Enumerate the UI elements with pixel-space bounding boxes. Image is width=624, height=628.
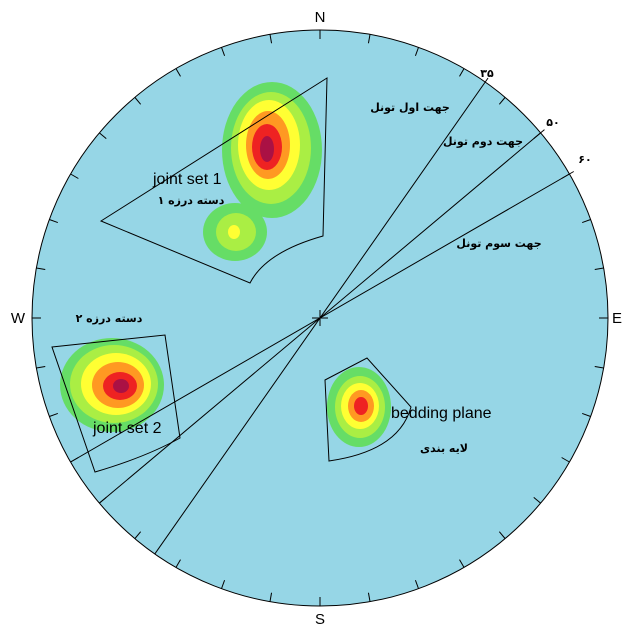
tick-170 xyxy=(367,592,371,602)
tick-140 xyxy=(498,531,506,539)
tick-200 xyxy=(221,580,226,589)
tick-70 xyxy=(582,219,591,224)
tick-300 xyxy=(70,173,79,179)
tick-160 xyxy=(414,580,419,589)
joint-set-1-label-fa: دسته درزه ۱ xyxy=(158,194,225,207)
tick-10 xyxy=(367,34,371,44)
tick-290 xyxy=(49,219,58,224)
tunnel-direction-line-35 xyxy=(154,77,489,555)
tick-330 xyxy=(175,68,181,77)
azimuth-label-35: ۳۵ xyxy=(480,67,494,80)
bedding-contours xyxy=(327,367,391,447)
tunnel-direction-line-60 xyxy=(70,171,574,463)
tick-130 xyxy=(533,496,541,504)
azimuth-label-60: ۶۰ xyxy=(578,153,591,166)
tunnel-direction-3-name: جهت سوم تونل xyxy=(456,237,541,250)
joint-set-1-label: joint set 1 xyxy=(152,171,222,188)
center-cross xyxy=(312,310,328,326)
tick-220 xyxy=(134,531,142,539)
east-label: E xyxy=(612,310,622,327)
north-label: N xyxy=(315,9,326,26)
tick-280 xyxy=(36,267,46,271)
tick-210 xyxy=(175,559,181,568)
tick-30 xyxy=(459,68,465,77)
tick-40 xyxy=(498,97,506,105)
tick-190 xyxy=(269,592,273,602)
joint-set-2-label-fa: دسته درزه ۲ xyxy=(76,312,143,325)
tick-110 xyxy=(582,412,591,417)
tick-120 xyxy=(561,457,570,463)
joint-set-2-label: joint set 2 xyxy=(92,420,162,437)
tick-100 xyxy=(594,365,604,369)
tick-80 xyxy=(594,267,604,271)
south-label: S xyxy=(315,611,325,628)
bedding-label-fa: لایه بندی xyxy=(420,442,468,455)
tick-310 xyxy=(99,132,107,140)
tick-150 xyxy=(459,559,465,568)
joint-set-2-window xyxy=(51,334,181,473)
joint-set-2-contours xyxy=(60,338,164,432)
tunnel-direction-1-name: جهت اول تونل xyxy=(370,101,450,114)
tick-260 xyxy=(36,365,46,369)
joint-set-1-window xyxy=(99,77,328,284)
tick-340 xyxy=(221,47,226,56)
west-label: W xyxy=(11,310,26,327)
tick-320 xyxy=(134,97,142,105)
tick-250 xyxy=(49,412,58,417)
joint-set-1-contours xyxy=(203,82,322,261)
bedding-label: bedding plane xyxy=(391,405,492,422)
tunnel-direction-2-name: جهت دوم تونل xyxy=(443,135,523,148)
tunnel-direction-lines xyxy=(70,77,574,555)
tick-350 xyxy=(269,34,273,44)
tick-20 xyxy=(414,47,419,56)
degree-ticks xyxy=(32,30,608,606)
bedding-window xyxy=(324,357,412,462)
azimuth-label-50: ۵۰ xyxy=(546,116,559,129)
